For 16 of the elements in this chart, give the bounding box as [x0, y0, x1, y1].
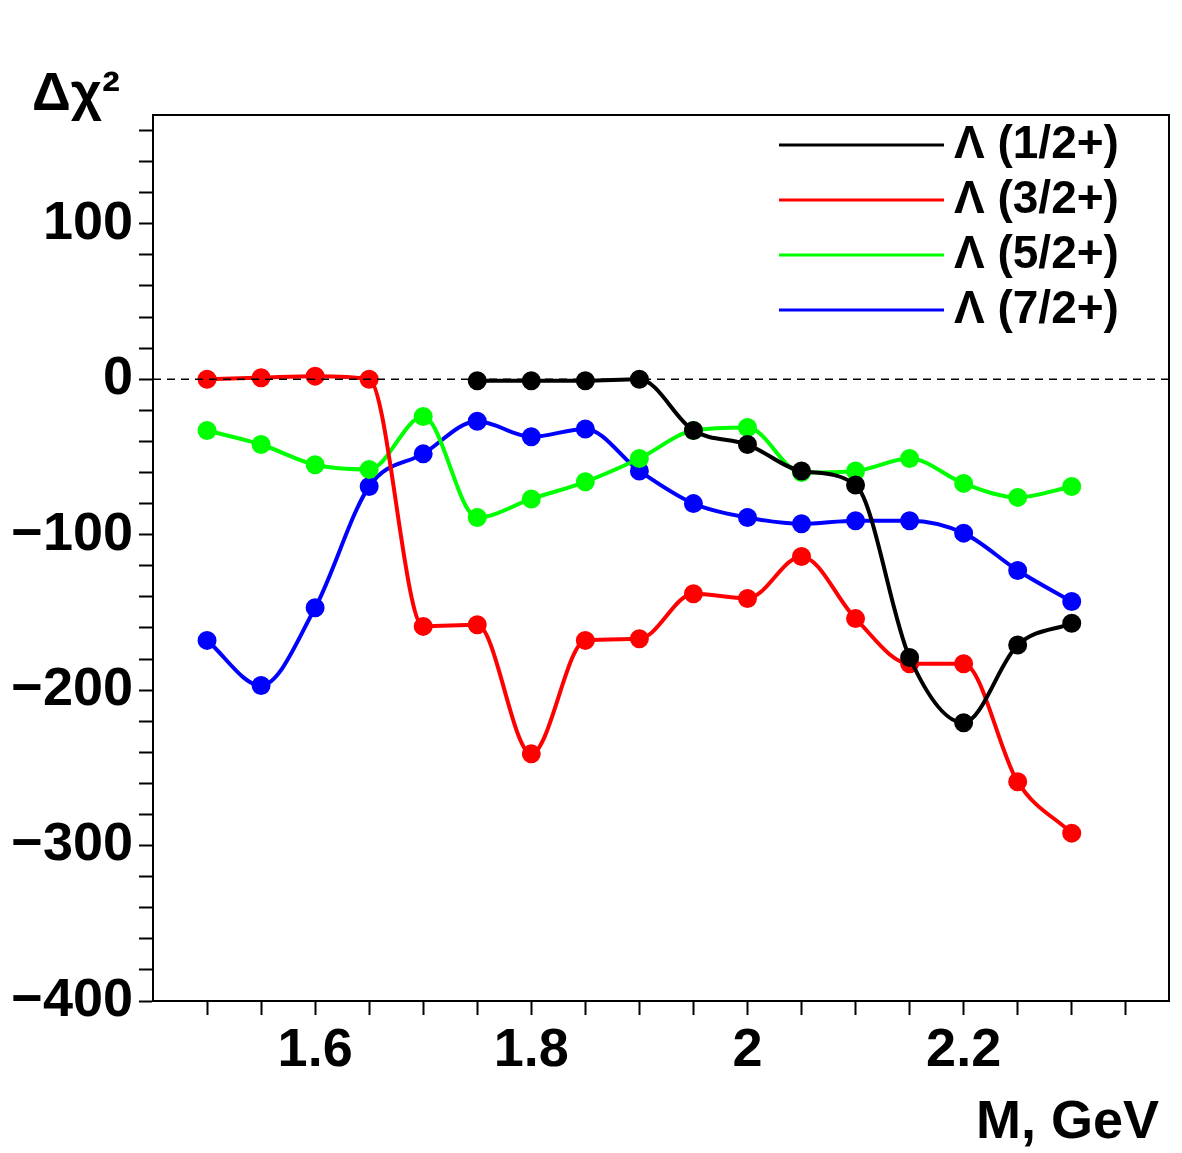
- x-axis-title: M, GeV: [975, 1089, 1159, 1149]
- y-tick-label: 0: [102, 345, 133, 406]
- legend-label: Λ (7/2+): [954, 280, 1119, 333]
- x-tick-label: 2.2: [926, 1017, 1002, 1078]
- y-tick-label: −400: [11, 966, 133, 1027]
- y-tick-label: −100: [11, 500, 133, 561]
- y-axis-title: Δχ²: [32, 61, 120, 121]
- x-tick-label: 1.8: [493, 1017, 569, 1078]
- x-tick-label: 1.6: [277, 1017, 353, 1078]
- legend-label: Λ (5/2+): [954, 225, 1119, 278]
- y-tick-label: −200: [11, 656, 133, 717]
- x-tick-label: 2: [732, 1017, 763, 1078]
- legend-label: Λ (3/2+): [954, 170, 1119, 223]
- legend-label: Λ (1/2+): [954, 115, 1119, 168]
- y-tick-label: 100: [42, 189, 133, 250]
- y-tick-label: −300: [11, 811, 133, 872]
